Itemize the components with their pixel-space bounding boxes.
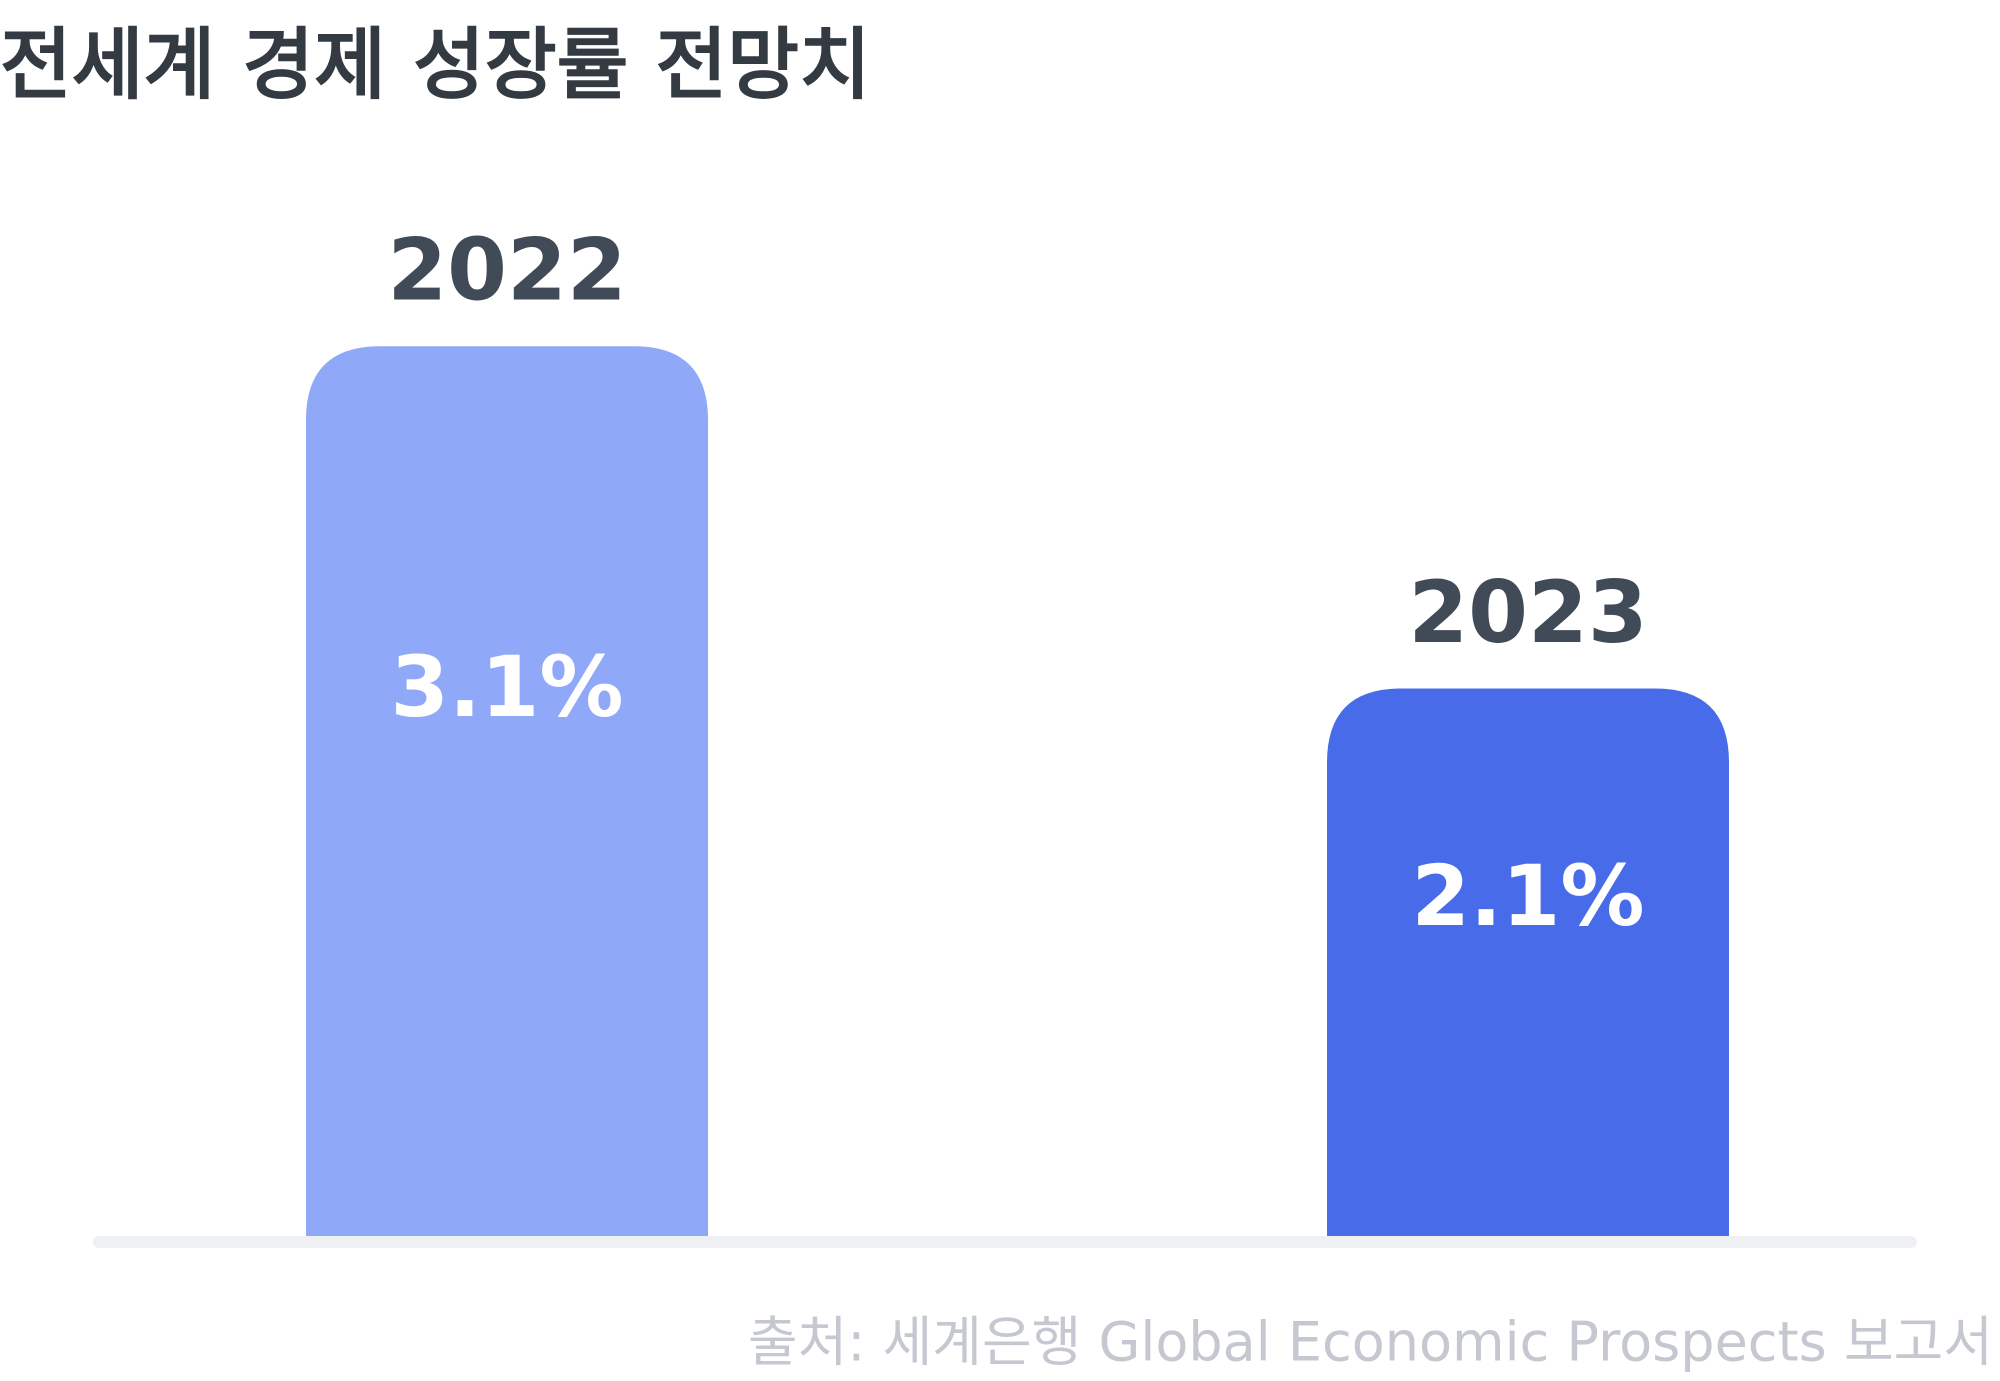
bar bbox=[306, 346, 708, 1236]
value-label: 2.1% bbox=[1412, 847, 1645, 945]
source-note: 출처: 세계은행 Global Economic Prospects 보고서 bbox=[748, 1311, 1993, 1374]
value-label: 3.1% bbox=[391, 638, 624, 736]
chart-title: 전세계 경제 성장률 전망치 bbox=[0, 20, 871, 110]
category-label: 2023 bbox=[1408, 563, 1647, 663]
category-label: 2022 bbox=[387, 221, 626, 321]
bar bbox=[1327, 688, 1729, 1236]
